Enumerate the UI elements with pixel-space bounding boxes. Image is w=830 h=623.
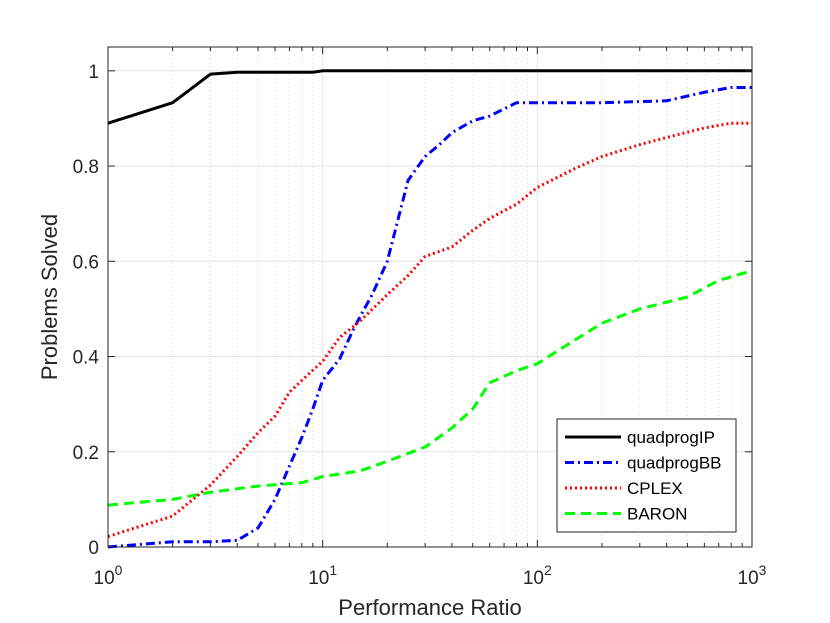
x-tick-exponent: 0 [115, 562, 123, 578]
x-axis-label: Performance Ratio [338, 595, 521, 620]
legend: quadprogIP quadprogBB CPLEX BARON [556, 418, 737, 533]
x-tick-base: 10 [308, 568, 329, 589]
y-tick-label: 0 [88, 538, 99, 559]
x-tick-base: 10 [523, 568, 544, 589]
x-tick-base: 10 [94, 568, 115, 589]
y-tick-label: 0.2 [73, 443, 99, 464]
x-tick-exponent: 3 [759, 562, 767, 578]
data-series [107, 69, 753, 549]
x-tick-label: 103 [738, 562, 767, 589]
series-line-BARON [107, 269, 753, 507]
x-tick-exponent: 2 [544, 562, 552, 578]
legend-label-CPLEX: CPLEX [627, 479, 683, 498]
series-line-quadprogBB [107, 85, 752, 549]
legend-label-quadprogBB: quadprogBB [627, 454, 722, 473]
y-tick-label: 1 [88, 62, 99, 83]
x-tick-label: 101 [308, 562, 337, 589]
x-tick-label: 102 [523, 562, 552, 589]
x-tick-exponent: 1 [329, 562, 337, 578]
legend-label-BARON: BARON [627, 505, 687, 524]
y-axis-label: Problems Solved [37, 214, 62, 380]
x-tick-label: 100 [94, 562, 123, 589]
y-tick-label: 0.8 [73, 157, 99, 178]
y-tick-label: 0.4 [73, 348, 100, 369]
y-tick-label: 0.6 [73, 252, 99, 273]
series-line-quadprogIP [107, 69, 752, 125]
legend-label-quadprogIP: quadprogIP [627, 428, 715, 447]
plot-frame [107, 46, 753, 548]
x-tick-base: 10 [738, 568, 759, 589]
series-line-CPLEX [107, 121, 752, 538]
